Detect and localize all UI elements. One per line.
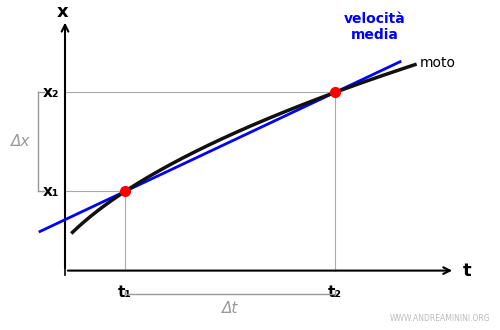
- Text: t₁: t₁: [118, 285, 132, 300]
- Text: Δt: Δt: [222, 301, 238, 316]
- Text: x₁: x₁: [42, 184, 59, 199]
- Text: x: x: [56, 3, 68, 20]
- Text: t: t: [463, 262, 472, 280]
- Text: velocità
media: velocità media: [344, 12, 406, 42]
- Text: Δx: Δx: [10, 134, 30, 149]
- Text: t₂: t₂: [328, 285, 342, 300]
- Text: WWW.ANDREAMININI.ORG: WWW.ANDREAMININI.ORG: [390, 314, 490, 323]
- Text: x₂: x₂: [42, 85, 59, 100]
- Text: moto: moto: [420, 56, 456, 70]
